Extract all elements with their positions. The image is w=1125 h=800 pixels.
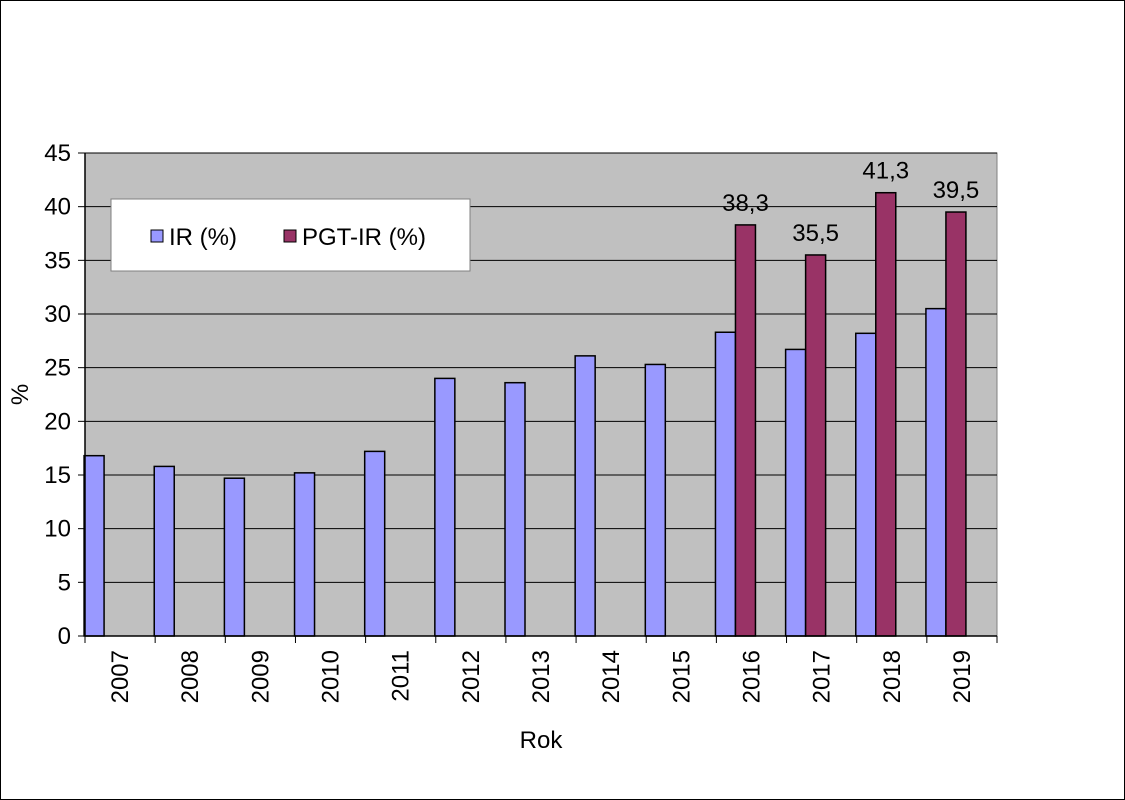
y-tick-label: 15 [44,462,71,489]
y-tick-label: 0 [58,623,71,650]
bar-ir-2019 [925,307,947,637]
bars [83,191,967,637]
bar-ir-2014 [574,355,596,637]
data-label-pgt-ir-2017: 35,5 [792,220,839,247]
x-tick-label: 2015 [668,650,695,703]
x-tick-label: 2007 [107,650,134,703]
legend-swatch-pgt-ir [283,229,297,243]
data-label-pgt-ir-2018: 41,3 [862,158,909,185]
x-tick-label: 2014 [598,650,625,703]
bar-ir-2016 [714,331,737,637]
bar-ir-2015 [644,363,667,637]
bar-ir-2011 [363,450,386,637]
bar-ir-2018 [855,332,877,637]
y-axis-title: % [7,384,34,405]
data-label-pgt-ir-2016: 38,3 [722,190,769,217]
x-tick-label: 2010 [318,650,345,703]
x-tick-label: 2019 [949,650,976,703]
x-tick-label: 2016 [738,650,765,703]
x-tick-label: 2011 [388,650,415,702]
x-tick-label: 2012 [458,650,485,703]
bar-ir-2007 [83,454,105,637]
x-tick-label: 2013 [528,650,555,703]
y-tick-label: 30 [44,301,71,328]
y-tick-label: 10 [44,516,71,543]
y-tick-label: 5 [58,569,71,596]
bar-pgt-ir-2019 [945,211,967,637]
axes [78,152,998,643]
bar-ir-2012 [434,377,456,637]
legend: IR (%) PGT-IR (%) [110,198,471,272]
bar-pgt-ir-2018 [875,191,897,637]
y-tick-label: 25 [44,355,71,382]
y-tick-label: 45 [44,140,71,167]
legend-swatch-ir [150,229,164,243]
x-tick-labels: 2007 2008 2009 2010 2011 2012 2013 2014 2015 2016… [107,650,976,703]
x-tick-label: 2009 [247,650,274,703]
data-labels: 38,3 35,5 41,3 39,5 [722,158,979,247]
x-tick-label: 2018 [879,650,906,703]
y-tick-labels: 0 5 10 15 20 25 30 35 40 45 [44,140,71,650]
x-tick-label: 2008 [177,650,204,703]
bar-ir-2010 [293,472,316,637]
y-tick-label: 40 [44,194,71,221]
x-tick-label: 2017 [809,650,836,703]
legend-label-ir: IR (%) [169,224,237,251]
x-axis-title: Rok [520,727,564,754]
data-label-pgt-ir-2019: 39,5 [933,177,980,204]
bar-ir-2017 [784,348,807,637]
y-tick-label: 20 [44,408,71,435]
bar-pgt-ir-2016 [734,224,757,637]
y-tick-label: 35 [44,247,71,274]
bar-ir-2009 [223,477,246,637]
bar-pgt-ir-2017 [804,254,827,637]
legend-label-pgt-ir: PGT-IR (%) [302,224,426,251]
bar-ir-2008 [153,465,175,637]
bar-ir-2013 [504,381,526,637]
